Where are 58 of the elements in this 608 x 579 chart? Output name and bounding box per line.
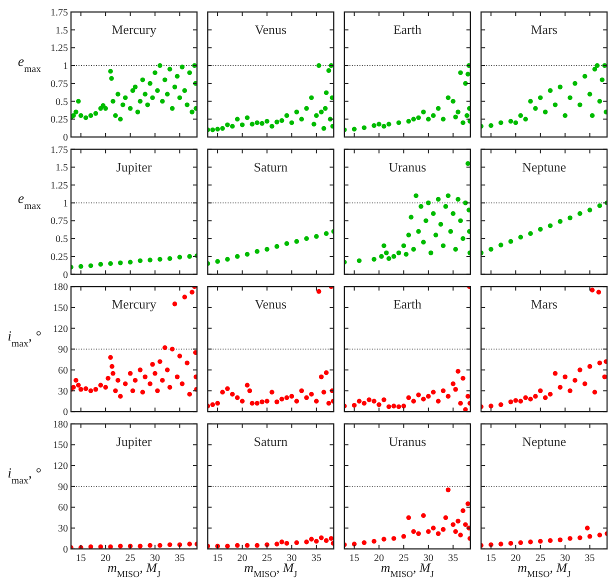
y-tick-label: 0.75 [50, 216, 68, 228]
text: Saturn [254, 159, 288, 174]
y-tick-label: 1 [63, 198, 68, 210]
y-tick-label: 120 [53, 324, 68, 335]
text: Mars [530, 22, 558, 37]
text: Jupiter [116, 159, 152, 174]
text: Venus [254, 22, 287, 37]
y-tick-label: 90 [58, 482, 68, 493]
y-axis-title: i$_{max}$, ° [8, 329, 42, 349]
x-tick-label: 35 [174, 552, 185, 564]
x-tick-label: 35 [448, 552, 458, 564]
text: Jupiter [116, 434, 152, 449]
x-tick-label: 35 [311, 552, 322, 564]
y-axis-title: e$_{max}$ [18, 54, 42, 74]
y-axis-title: i$_{max}$, ° [8, 466, 42, 486]
y-tick-label: 30 [58, 524, 68, 535]
y-tick-label: 0.25 [50, 252, 68, 263]
y-tick-label: 120 [53, 461, 68, 472]
text: Neptune [522, 434, 566, 449]
y-tick-label: 150 [53, 302, 68, 314]
y-tick-label: 180 [53, 282, 68, 294]
y-tick-label: 0 [63, 132, 68, 144]
text: Saturn [254, 434, 288, 449]
y-tick-label: 0.5 [56, 234, 68, 246]
y-tick-label: 1.5 [56, 25, 68, 36]
text: Mercury [112, 296, 157, 312]
y-tick-label: 150 [53, 440, 68, 452]
y-tick-label: 90 [58, 344, 68, 356]
text: Neptune [522, 159, 566, 174]
x-tick-label: 15 [486, 552, 496, 564]
y-tick-label: 0.5 [56, 96, 68, 108]
y-tick-label: 0 [63, 407, 68, 418]
y-tick-label: 1.5 [56, 162, 68, 174]
y-tick-label: 0 [63, 544, 68, 556]
x-tick-label: 15 [349, 552, 360, 564]
text: Mercury [112, 22, 157, 37]
x-tick-label: 15 [212, 552, 223, 564]
text: Venus [254, 296, 287, 312]
x-tick-label: 35 [584, 552, 595, 564]
y-axis-title: e$_{max}$ [18, 192, 42, 212]
y-tick-label: 0.25 [50, 114, 68, 126]
text: Mars [530, 296, 558, 312]
text: Earth [393, 296, 422, 312]
y-tick-label: 1.25 [50, 180, 68, 192]
y-tick-label: 1.75 [50, 8, 68, 18]
y-tick-label: 60 [58, 365, 68, 376]
y-tick-label: 180 [53, 419, 68, 430]
y-tick-label: 0.75 [50, 78, 68, 90]
text: Uranus [388, 434, 426, 449]
y-tick-label: 1.25 [50, 43, 68, 54]
text: Earth [393, 22, 422, 37]
y-tick-label: 1.75 [50, 144, 68, 156]
x-tick-label: 15 [76, 552, 86, 564]
text: Uranus [388, 159, 426, 174]
y-tick-label: 1 [63, 61, 68, 72]
y-tick-label: 0 [63, 270, 68, 281]
y-tick-label: 30 [58, 386, 68, 398]
y-tick-label: 60 [58, 502, 68, 514]
